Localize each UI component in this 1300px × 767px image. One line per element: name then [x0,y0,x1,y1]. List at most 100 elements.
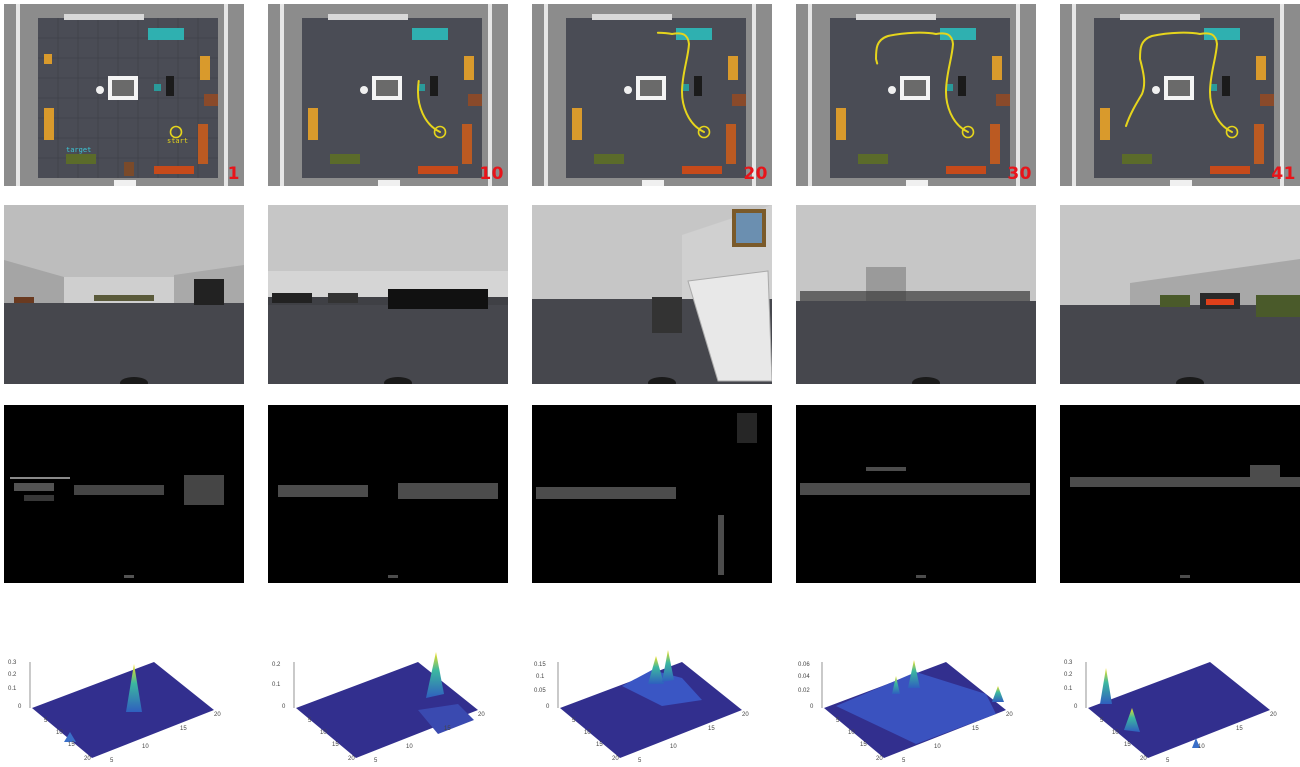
map-svg [268,4,508,186]
step-number: 10 [479,164,504,184]
y-tick: 15 [972,726,979,732]
topdown-map-3: 20 [532,4,772,186]
perspective-view-1 [4,205,244,384]
surface-plot-4: 0.06 0.04 0.02 0 5 10 15 20 5 10 15 20 [796,650,1036,767]
map-svg [532,4,772,186]
x-tick: 15 [332,742,339,748]
z-tick: 0.1 [1064,686,1073,692]
x-tick: 10 [1112,730,1119,736]
surface-plot-5: 0.3 0.2 0.1 0 5 10 15 20 5 10 15 20 [1060,650,1300,767]
y-tick: 10 [406,744,413,750]
x-tick: 15 [1124,742,1131,748]
topdown-map-2: 10 [268,4,508,186]
edge-map-3 [532,405,772,583]
y-tick: 20 [1270,712,1277,718]
x-tick: 5 [572,718,576,724]
perspective-view-2 [268,205,508,384]
surface-svg: 0.3 0.2 0.1 0 5 10 15 20 5 10 15 20 [1064,660,1277,764]
edge-map-2 [268,405,508,583]
z-tick: 0 [282,704,286,710]
map-svg: target start [4,4,244,186]
map-svg [796,4,1036,186]
x-tick: 5 [1100,718,1104,724]
z-tick: 0.04 [798,674,810,680]
y-tick: 5 [638,758,642,764]
trajectory-path [333,31,441,133]
perspective-view-3 [532,205,772,384]
step-number: 30 [1007,164,1032,184]
y-tick: 20 [1006,712,1013,718]
perspective-svg [268,205,508,384]
surface-plot-2: 0.2 0.1 0 5 10 15 20 5 10 15 20 [268,650,508,767]
y-tick: 10 [670,744,677,750]
y-tick: 15 [444,726,451,732]
y-tick: 15 [180,726,187,732]
y-tick: 5 [110,758,114,764]
z-tick: 0.1 [8,686,17,692]
perspective-svg [1060,205,1300,384]
perspective-svg [532,205,772,384]
edge-map-4 [796,405,1036,583]
x-tick: 10 [320,730,327,736]
y-tick: 5 [1166,758,1170,764]
y-tick: 5 [374,758,378,764]
perspective-view-4 [796,205,1036,384]
y-tick: 20 [742,712,749,718]
x-tick: 20 [876,756,883,762]
x-tick: 20 [348,756,355,762]
topdown-map-1: target start 1 [4,4,244,186]
conference-table [148,28,184,40]
trajectory-path [1125,31,1233,133]
surface-svg: 0.15 0.1 0.05 0 5 10 15 20 5 10 15 20 [534,650,749,764]
y-tick: 5 [902,758,906,764]
x-tick: 15 [860,742,867,748]
y-tick: 15 [708,726,715,732]
start-label: start [167,137,188,145]
z-tick: 0.1 [536,674,545,680]
z-tick: 0.15 [534,662,546,668]
x-tick: 10 [584,730,591,736]
x-tick: 10 [56,730,63,736]
x-tick: 5 [44,718,48,724]
edge-map-5 [1060,405,1300,583]
edge-svg [278,483,498,578]
perspective-svg [796,205,1036,384]
z-tick: 0.05 [534,688,546,694]
topdown-map-5: 41 [1060,4,1300,186]
trajectory-path [597,31,705,133]
edge-svg [1070,465,1300,578]
x-tick: 20 [84,756,91,762]
edge-svg [10,475,224,578]
edge-map-1 [4,405,244,583]
z-tick: 0 [18,704,22,710]
edge-svg [800,467,1030,578]
surface-svg: 0.06 0.04 0.02 0 5 10 15 20 5 10 15 20 [798,660,1013,764]
target-label: target [66,146,91,154]
x-tick: 15 [596,742,603,748]
map-svg [1060,4,1300,186]
step-number: 1 [227,164,240,184]
edge-svg [536,413,757,575]
y-tick: 20 [214,712,221,718]
step-number: 20 [743,164,768,184]
x-tick: 10 [848,730,855,736]
x-tick: 5 [308,718,312,724]
z-tick: 0 [546,704,550,710]
z-tick: 0.02 [798,688,810,694]
z-tick: 0.2 [272,662,281,668]
y-tick: 10 [142,744,149,750]
z-tick: 0.3 [8,660,17,666]
surface-plane [32,662,214,758]
y-tick: 15 [1236,726,1243,732]
surface-svg: 0.3 0.2 0.1 0 5 10 15 20 5 10 15 20 [8,660,221,764]
x-tick: 15 [68,742,75,748]
trajectory-path [861,31,969,133]
x-tick: 5 [836,718,840,724]
z-tick: 0.2 [8,672,17,678]
z-tick: 0.3 [1064,660,1073,666]
x-tick: 20 [1140,756,1147,762]
z-tick: 0.06 [798,662,810,668]
surface-peak [126,664,142,712]
start-marker [169,125,183,139]
z-tick: 0.1 [272,682,281,688]
